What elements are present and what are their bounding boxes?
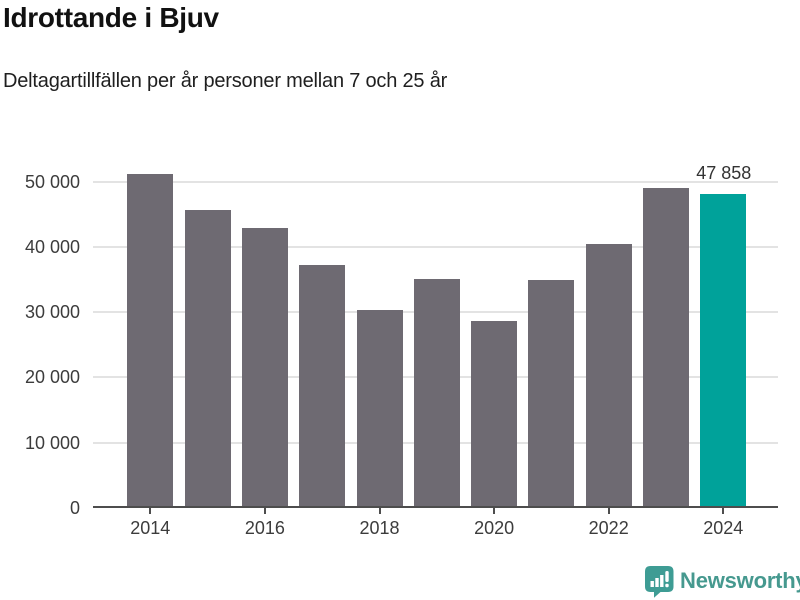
chart-title: Idrottande i Bjuv bbox=[3, 2, 219, 33]
bar-2018 bbox=[356, 310, 403, 506]
x-axis-label-2020: 2020 bbox=[474, 518, 515, 538]
newsworthy-wordmark: Newsworthy bbox=[680, 568, 800, 593]
x-axis-label-2016: 2016 bbox=[244, 518, 285, 538]
chart-subtitle: Deltagartillfällen per år personer mella… bbox=[3, 70, 448, 92]
bar-2019 bbox=[413, 279, 460, 506]
bar-2015 bbox=[184, 210, 231, 506]
x-axis-label-2022: 2022 bbox=[588, 518, 629, 538]
y-axis-label: 20 000 bbox=[24, 367, 80, 388]
x-axis-label-2014: 2014 bbox=[130, 518, 171, 538]
bar-2021 bbox=[528, 280, 575, 506]
gridline-50000 bbox=[93, 180, 778, 183]
newsworthy-icon bbox=[645, 566, 674, 598]
x-tick-2014 bbox=[149, 508, 152, 514]
y-axis-label: 10 000 bbox=[24, 432, 80, 453]
bar-2014 bbox=[127, 174, 174, 506]
x-tick-2022 bbox=[607, 508, 610, 514]
bar-value-annotation: 47 858 bbox=[696, 163, 752, 183]
bar-2024 bbox=[700, 194, 747, 506]
newsworthy-logo: Newsworthy bbox=[645, 565, 800, 598]
y-axis-label: 40 000 bbox=[24, 236, 80, 257]
x-tick-2020 bbox=[493, 508, 496, 514]
bar-2020 bbox=[471, 321, 518, 506]
y-axis-label: 0 bbox=[69, 498, 80, 518]
plot-area: 2014 2016 2018 2020 2022 2024 bbox=[93, 170, 778, 538]
x-tick-2018 bbox=[378, 508, 381, 514]
gridline-40000 bbox=[93, 245, 778, 248]
x-tick-2016 bbox=[263, 508, 266, 514]
bar-2022 bbox=[585, 244, 632, 506]
bar-2016 bbox=[241, 228, 288, 506]
x-axis-label-2024: 2024 bbox=[703, 518, 744, 538]
x-axis-label-2018: 2018 bbox=[359, 518, 400, 538]
x-axis-line bbox=[93, 506, 778, 508]
y-axis-label: 30 000 bbox=[24, 302, 80, 323]
bar-2023 bbox=[643, 188, 689, 506]
x-tick-2024 bbox=[722, 508, 725, 514]
bar-2017 bbox=[299, 265, 346, 506]
y-axis-label: 50 000 bbox=[24, 171, 80, 192]
